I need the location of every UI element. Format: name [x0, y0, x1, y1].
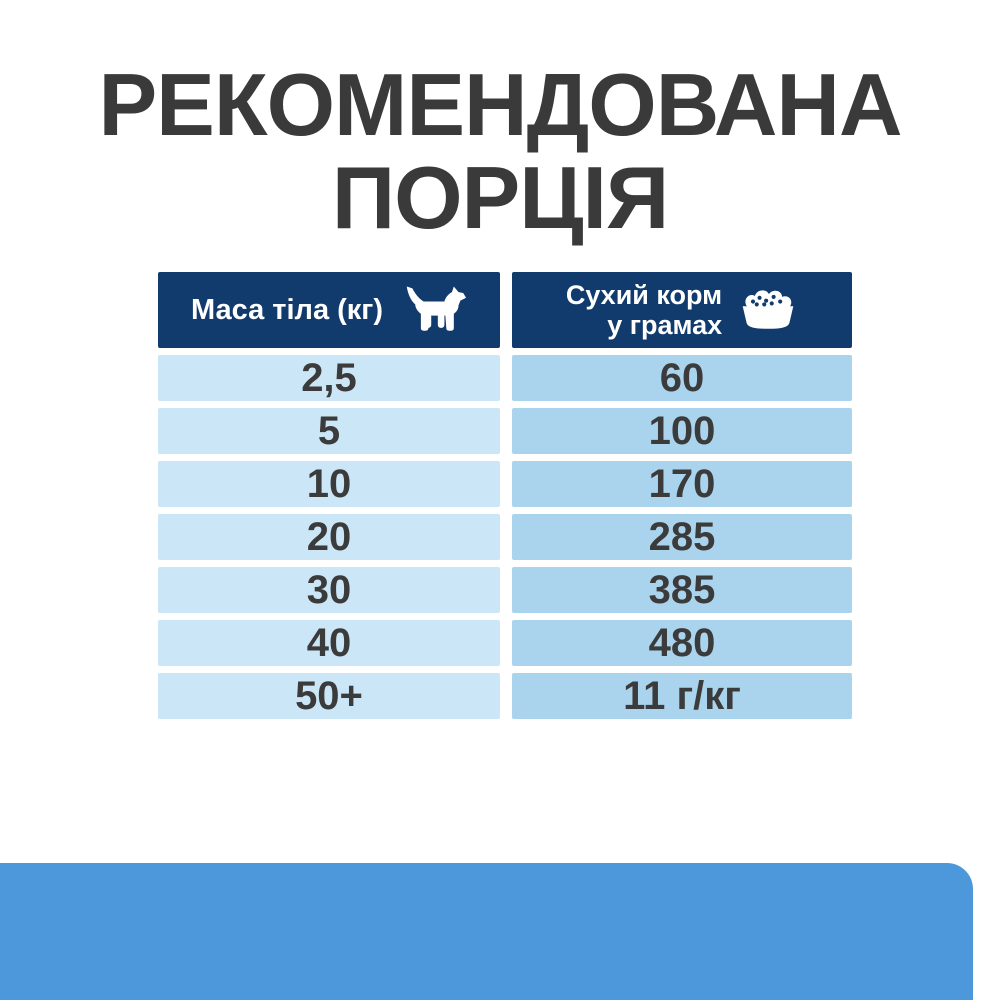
food-cell-row6: 480 — [512, 620, 852, 666]
weight-cell-row3: 10 — [158, 461, 500, 507]
weight-cell-row6: 40 — [158, 620, 500, 666]
weight-cell-row5: 30 — [158, 567, 500, 613]
dog-icon — [403, 285, 467, 335]
dry-food-header-line1: Сухий корм — [565, 280, 723, 310]
bowl-icon — [738, 288, 798, 332]
food-cell-row2: 100 — [512, 408, 852, 454]
feeding-guide-table: Маса тіла (кг) Сухий корм у грамах — [158, 272, 852, 719]
page-title-line1: РЕКОМЕНДОВАНА — [98, 55, 902, 154]
header-cell-body-weight: Маса тіла (кг) — [158, 272, 500, 348]
weight-cell-row1: 2,5 — [158, 355, 500, 401]
body-weight-header-label: Маса тіла (кг) — [190, 293, 384, 326]
food-cell-row7: 11 г/кг — [512, 673, 852, 719]
weight-cell-row4: 20 — [158, 514, 500, 560]
weight-cell-row7: 50+ — [158, 673, 500, 719]
dry-food-header-line2: у грамах — [607, 310, 723, 340]
page-title-line2: ПОРЦІЯ — [331, 148, 669, 247]
dry-food-header-label: Сухий корм у грамах — [566, 280, 722, 340]
food-cell-row4: 285 — [512, 514, 852, 560]
food-cell-row5: 385 — [512, 567, 852, 613]
bottom-blue-panel — [0, 863, 973, 1000]
header-cell-dry-food: Сухий корм у грамах — [512, 272, 852, 348]
food-cell-row3: 170 — [512, 461, 852, 507]
page-title: РЕКОМЕНДОВАНА ПОРЦІЯ — [0, 58, 1000, 244]
food-cell-row1: 60 — [512, 355, 852, 401]
weight-cell-row2: 5 — [158, 408, 500, 454]
